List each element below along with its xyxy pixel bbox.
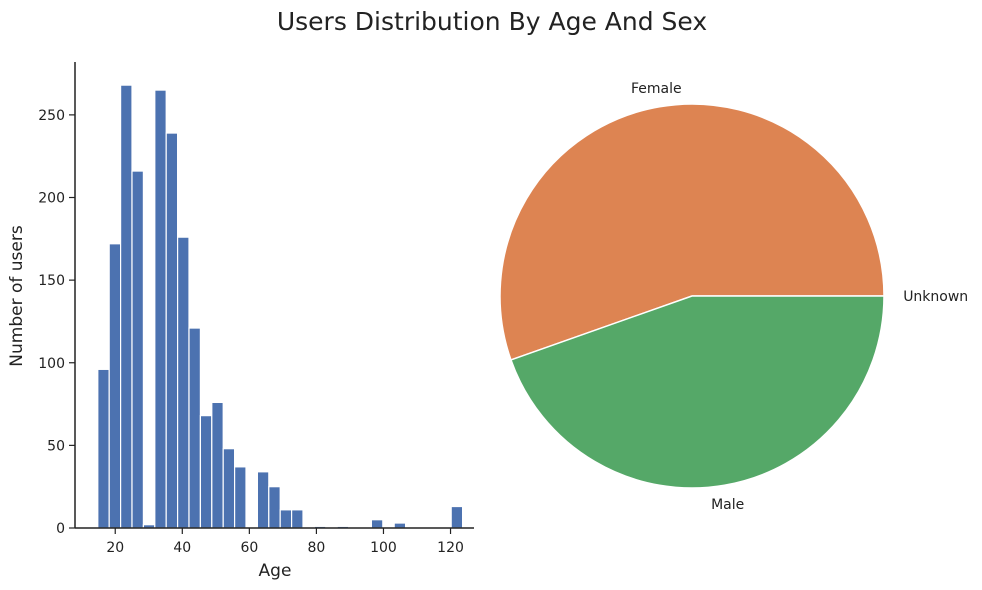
x-tick-label: 80 <box>307 540 325 556</box>
histogram-bar <box>177 236 190 529</box>
histogram-bar <box>291 509 304 529</box>
histogram-bar <box>450 505 464 529</box>
histogram-bar <box>165 132 179 529</box>
histogram-bar <box>222 448 236 529</box>
pie-label-female: Female <box>631 81 682 97</box>
histogram-bar <box>370 519 384 529</box>
pie-label-male: Male <box>711 497 744 513</box>
y-tick-label: 50 <box>47 438 65 454</box>
pie-slice-male <box>509 295 885 489</box>
x-tick-label: 120 <box>437 540 464 556</box>
age-histogram: 20 40 60 80 100 120 0 50 100 150 200 250 Age Numbe… <box>7 62 474 581</box>
histogram-bar <box>268 486 281 529</box>
pie-slices <box>499 103 885 489</box>
histogram-bar <box>131 170 144 529</box>
y-axis-label: Number of users <box>7 225 27 367</box>
y-tick-label: 250 <box>38 108 65 124</box>
y-tick-label: 150 <box>38 273 65 289</box>
x-tick-label: 100 <box>370 540 397 556</box>
figure-title: Users Distribution By Age And Sex <box>277 7 707 36</box>
histogram-bar <box>119 84 133 529</box>
x-tick-label: 20 <box>106 540 124 556</box>
histogram-bars <box>97 84 464 529</box>
y-tick-label: 200 <box>38 191 65 207</box>
histogram-bar <box>199 415 213 529</box>
histogram-bar <box>256 471 270 529</box>
histogram-bar <box>188 327 201 529</box>
y-tick-label: 0 <box>56 521 65 537</box>
y-axis-ticks: 0 50 100 150 200 250 <box>38 108 75 537</box>
pie-labels: Female Male Unknown <box>631 81 968 513</box>
histogram-bar <box>234 466 247 529</box>
histogram-bar <box>97 368 110 529</box>
x-tick-label: 40 <box>173 540 191 556</box>
histogram-bar <box>279 509 293 529</box>
histogram-bar <box>211 401 224 529</box>
x-axis-ticks: 20 40 60 80 100 120 <box>106 528 464 556</box>
y-tick-label: 100 <box>38 356 65 372</box>
sex-pie-chart: Female Male Unknown <box>499 81 968 513</box>
x-axis-label: Age <box>259 561 292 581</box>
pie-label-unknown: Unknown <box>903 289 968 305</box>
histogram-bar <box>154 89 167 529</box>
histogram-bar <box>108 243 122 529</box>
x-tick-label: 60 <box>240 540 258 556</box>
